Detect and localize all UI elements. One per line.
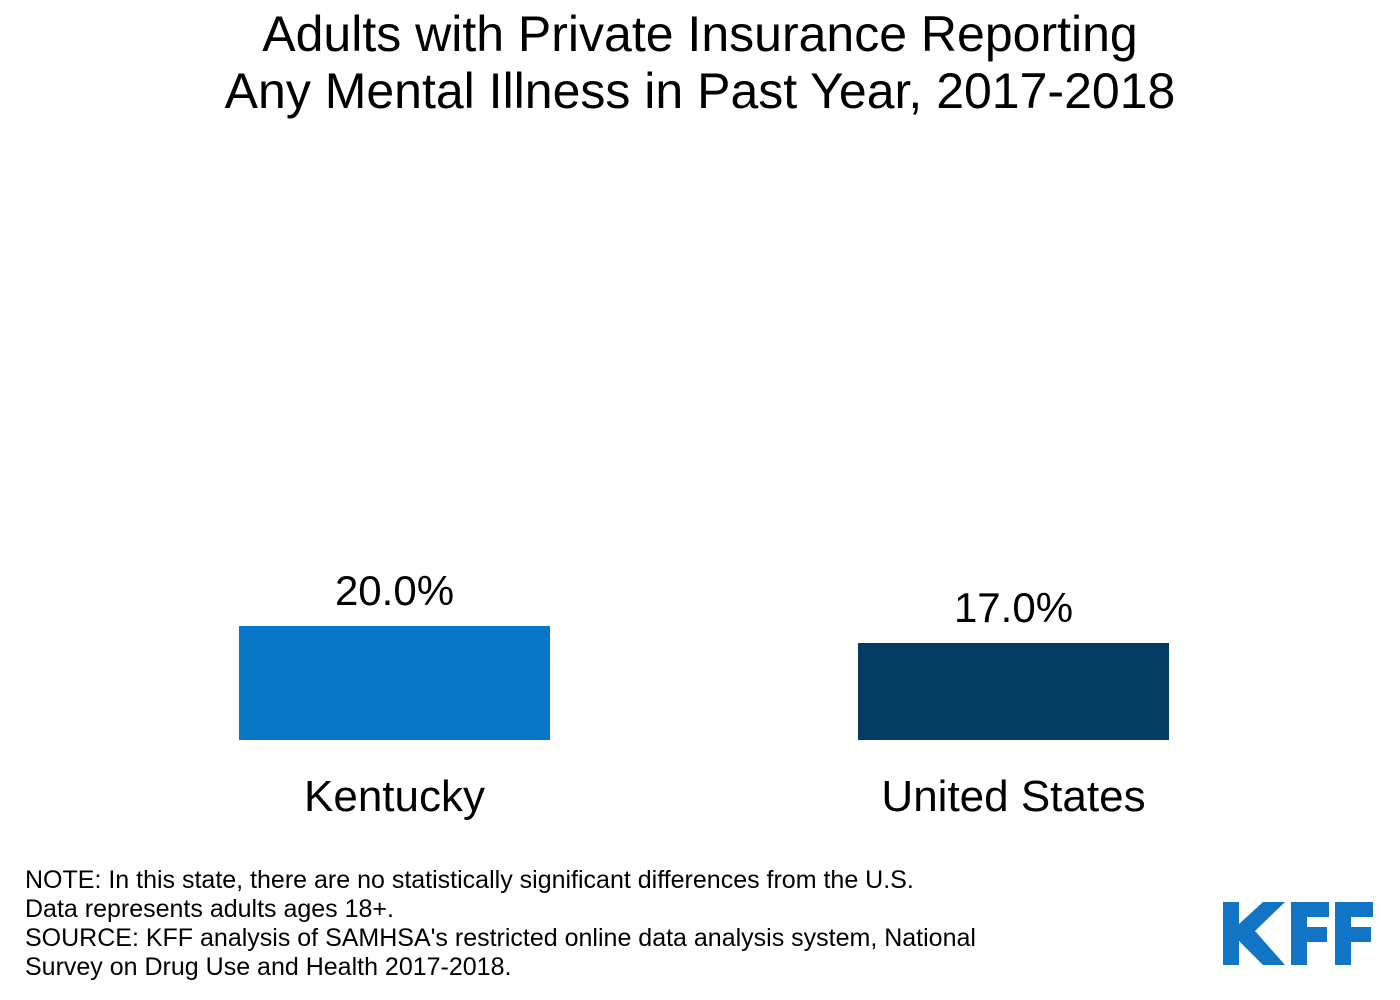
source-line-2: Survey on Drug Use and Health 2017-2018.	[25, 953, 512, 981]
source-line-1: SOURCE: KFF analysis of SAMHSA's restric…	[25, 924, 976, 952]
category-label-united-states: United States	[881, 772, 1146, 821]
chart-title-line-1: Adults with Private Insurance Reporting	[262, 6, 1138, 62]
chart-title-line-2: Any Mental Illness in Past Year, 2017-20…	[224, 63, 1176, 119]
note-line-2: Data represents adults ages 18+.	[25, 895, 394, 923]
note-source-block: NOTE: In this state, there are no statis…	[25, 866, 976, 982]
kff-logo-letter-k	[1223, 902, 1285, 965]
bar-united-states	[858, 643, 1169, 740]
category-label-kentucky: Kentucky	[304, 772, 485, 821]
bar-group-united-states: 17.0%	[858, 583, 1169, 740]
kff-logo-letter-f1	[1291, 902, 1329, 965]
bar-group-kentucky: 20.0%	[239, 566, 550, 740]
kff-logo-letter-f2	[1335, 902, 1373, 965]
kff-logo	[1223, 902, 1373, 965]
value-label-united-states: 17.0%	[953, 583, 1074, 631]
chart-title: Adults with Private Insurance Reporting …	[0, 6, 1400, 120]
note-line-1: NOTE: In this state, there are no statis…	[25, 866, 914, 894]
value-label-kentucky: 20.0%	[334, 566, 455, 614]
bar-kentucky	[239, 626, 550, 740]
